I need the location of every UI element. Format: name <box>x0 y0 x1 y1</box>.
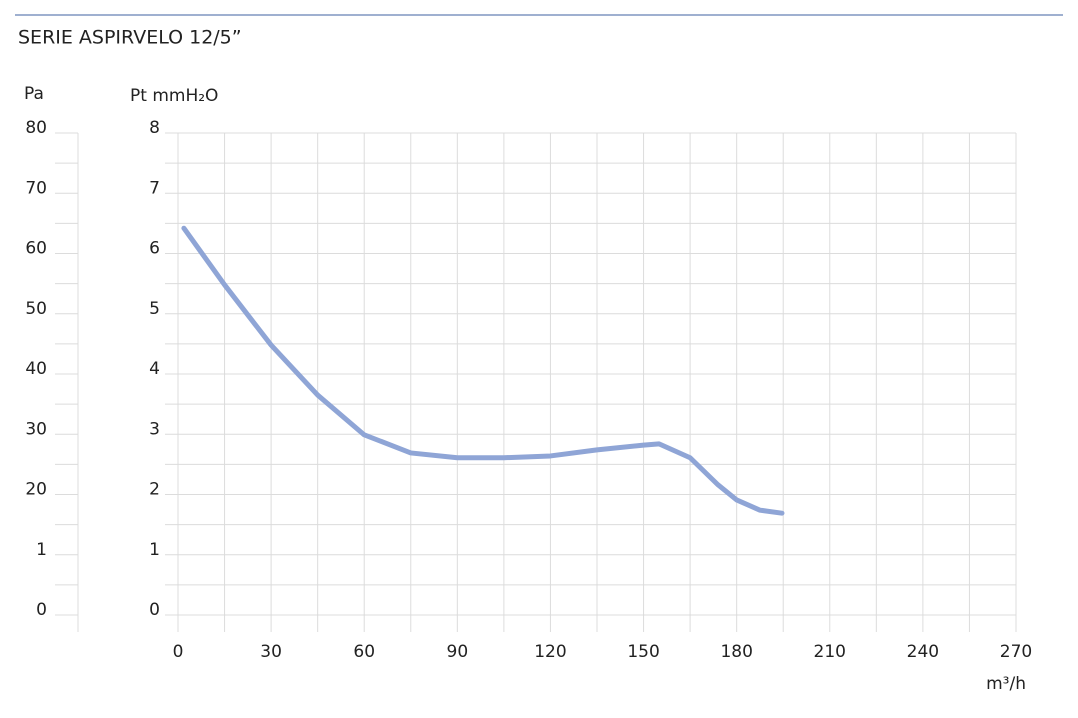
x-tick-label: 120 <box>534 642 566 662</box>
x-tick-label: 60 <box>353 642 375 662</box>
y-tick-label: 1 <box>149 540 160 560</box>
y2-tick-label: 0 <box>36 600 47 620</box>
y-tick-label: 5 <box>149 299 160 319</box>
y-tick-label: 7 <box>149 178 160 198</box>
y2-tick-label: 50 <box>25 299 47 319</box>
data-line <box>181 225 785 516</box>
x-tick-label: 0 <box>173 642 184 662</box>
y2-axis-label: Pa <box>24 84 44 104</box>
x-tick-label: 270 <box>1000 642 1032 662</box>
y2-tick-label: 70 <box>25 178 47 198</box>
chart-title: SERIE ASPIRVELO 12/5” <box>18 27 242 49</box>
y-tick-label: 2 <box>149 480 160 500</box>
x-tick-label: 150 <box>627 642 659 662</box>
y2-tick-label: 60 <box>25 239 47 259</box>
x-tick-label: 240 <box>907 642 939 662</box>
y-tick-label: 3 <box>149 419 160 439</box>
y-tick-label: 6 <box>149 239 160 259</box>
x-tick-label: 210 <box>814 642 846 662</box>
x-tick-label: 90 <box>447 642 469 662</box>
y-axis-label: Pt mmH₂O <box>130 86 218 106</box>
x-tick-label: 30 <box>260 642 282 662</box>
x-axis-label: m³/h <box>986 674 1026 694</box>
y2-tick-label: 30 <box>25 419 47 439</box>
y2-tick-label: 20 <box>25 480 47 500</box>
y2-tick-label: 80 <box>25 118 47 138</box>
y-tick-label: 8 <box>149 118 160 138</box>
y-tick-label: 4 <box>149 359 160 379</box>
y-tick-label: 0 <box>149 600 160 620</box>
x-tick-label: 180 <box>720 642 752 662</box>
y2-tick-label: 40 <box>25 359 47 379</box>
y2-tick-label: 1 <box>36 540 47 560</box>
